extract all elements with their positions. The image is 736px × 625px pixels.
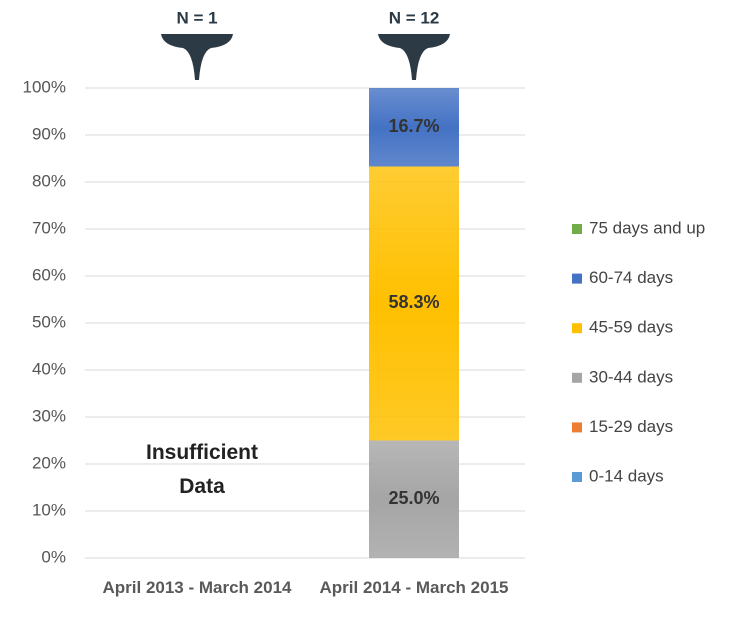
y-tick-label: 50% <box>32 312 66 331</box>
callout <box>378 34 450 80</box>
legend-swatch <box>572 372 582 383</box>
legend-swatch <box>572 422 582 433</box>
y-tick-label: 20% <box>32 453 66 472</box>
y-tick-label: 40% <box>32 359 66 378</box>
legend-swatch <box>572 323 582 334</box>
n-label: N = 1 <box>176 8 217 27</box>
y-tick-label: 0% <box>41 547 66 566</box>
y-tick-label: 60% <box>32 265 66 284</box>
legend-label: 60-74 days <box>589 268 673 287</box>
n-label: N = 12 <box>389 8 440 27</box>
legend-label: 45-59 days <box>589 318 673 337</box>
bar-segment <box>369 88 459 167</box>
legend-swatch <box>572 472 582 482</box>
legend-swatch <box>572 273 582 284</box>
y-tick-label: 100% <box>23 77 66 96</box>
legend-swatch <box>572 224 582 234</box>
value-label: 58.3% <box>388 292 439 312</box>
bar-segment <box>369 166 459 441</box>
legend-label: 0-14 days <box>589 466 664 485</box>
value-label: 16.7% <box>388 116 439 136</box>
y-tick-label: 30% <box>32 406 66 425</box>
y-tick-label: 70% <box>32 218 66 237</box>
callout <box>161 34 233 80</box>
y-tick-label: 80% <box>32 171 66 190</box>
legend-label: 15-29 days <box>589 417 673 436</box>
x-tick-label: April 2014 - March 2015 <box>319 578 509 597</box>
value-label: 25.0% <box>388 488 439 508</box>
annotation: Insufficient Data <box>145 441 258 498</box>
bar-segment <box>369 440 459 558</box>
legend-label: 30-44 days <box>589 367 673 386</box>
y-tick-label: 90% <box>32 124 66 143</box>
x-tick-label: April 2013 - March 2014 <box>102 578 292 597</box>
legend-label: 75 days and up <box>589 218 705 237</box>
y-tick-label: 10% <box>32 500 66 519</box>
